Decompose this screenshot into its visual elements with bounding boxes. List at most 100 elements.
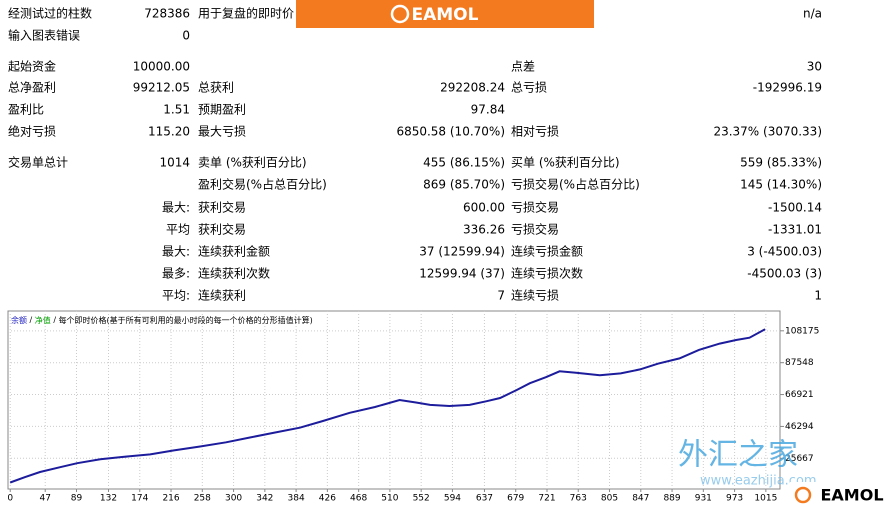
report-cell: -4500.03 (3) xyxy=(747,267,822,281)
report-cell: 输入图表错误 xyxy=(8,28,80,43)
report-cell: 获利交易 xyxy=(198,200,246,215)
report-cell: n/a xyxy=(803,7,822,21)
x-tick-label: 510 xyxy=(381,494,398,504)
report-cell: 99212.05 xyxy=(133,81,190,95)
x-tick-label: 0 xyxy=(7,494,13,504)
x-tick-label: 426 xyxy=(319,494,336,504)
report-cell: 总亏损 xyxy=(511,81,547,95)
watermark-site-name: 外汇之家 xyxy=(678,438,798,473)
y-tick-label: 87548 xyxy=(785,358,814,368)
x-tick-label: 132 xyxy=(100,494,117,504)
report-cell: 97.84 xyxy=(471,103,505,117)
chart-frame xyxy=(7,310,781,490)
report-cell: 559 (85.33%) xyxy=(740,156,822,170)
report-cell: 23.37% (3070.33) xyxy=(713,125,822,139)
report-cell: 12599.94 (37) xyxy=(419,267,505,281)
balance-line xyxy=(9,328,766,484)
legend-item: 余额 xyxy=(11,315,27,325)
x-tick-label: 805 xyxy=(601,494,618,504)
report-cell: 总获利 xyxy=(198,81,234,95)
brand-logo xyxy=(390,4,410,24)
brand-logo xyxy=(794,486,812,504)
x-tick-label: 594 xyxy=(444,494,461,504)
y-tick-label: 66921 xyxy=(785,390,814,400)
y-tick-label: 25667 xyxy=(785,454,814,464)
legend-item: 净值 xyxy=(35,315,51,325)
report-cell: 336.26 xyxy=(463,223,505,237)
x-tick-label: 89 xyxy=(71,494,83,504)
report-cell: 连续获利次数 xyxy=(198,266,270,281)
report-cell: 1.51 xyxy=(163,103,190,117)
report-cell: 盈利交易(%占总百分比) xyxy=(198,177,327,192)
report-cell: -192996.19 xyxy=(753,81,822,95)
report-cell: 6850.58 (10.70%) xyxy=(396,125,505,139)
report-cell: -1500.14 xyxy=(768,201,822,215)
report-cell: 最大: xyxy=(162,201,190,215)
report-cell: 3 (-4500.03) xyxy=(747,245,822,259)
x-tick-label: 468 xyxy=(350,494,367,504)
brand-banner xyxy=(296,0,594,28)
x-tick-label: 384 xyxy=(288,494,305,504)
report-cell: 869 (85.70%) xyxy=(423,178,505,192)
report-cell: 最多: xyxy=(162,267,190,281)
report-cell: 连续亏损次数 xyxy=(511,266,583,281)
x-tick-label: 174 xyxy=(131,494,148,504)
x-tick-label: 763 xyxy=(570,494,587,504)
brand-name: EAMOL xyxy=(412,5,479,25)
report-cell: 最大: xyxy=(162,245,190,259)
brand-name: EAMOL xyxy=(820,486,883,505)
report-cell: 37 (12599.94) xyxy=(419,245,505,259)
report-cell: -1331.01 xyxy=(768,223,822,237)
x-tick-label: 931 xyxy=(695,494,712,504)
report-cell: 点差 xyxy=(511,60,535,74)
x-tick-label: 216 xyxy=(162,494,179,504)
brand-badge xyxy=(790,482,891,508)
report-cell: 455 (86.15%) xyxy=(423,156,505,170)
report-cell: 盈利比 xyxy=(8,103,44,117)
report-cell: 7 xyxy=(497,289,505,303)
report-cell: 获利交易 xyxy=(198,222,246,237)
report-cell: 用于复盘的即时价 xyxy=(198,6,294,21)
report-cell: 连续获利 xyxy=(198,288,246,303)
report-cell: 145 (14.30%) xyxy=(740,178,822,192)
x-tick-label: 552 xyxy=(413,494,430,504)
x-tick-label: 300 xyxy=(225,494,242,504)
report-cell: 728386 xyxy=(144,7,190,21)
x-tick-label: 1015 xyxy=(754,494,777,504)
report-cell: 292208.24 xyxy=(440,81,505,95)
report-cell: 30 xyxy=(807,60,822,74)
report-cell: 10000.00 xyxy=(133,60,190,74)
x-tick-label: 973 xyxy=(726,494,743,504)
y-tick-label: 46294 xyxy=(785,422,814,432)
x-tick-label: 847 xyxy=(632,494,649,504)
report-cell: 经测试过的柱数 xyxy=(8,6,92,21)
watermark-site-url: www.eazhijia.com xyxy=(700,474,817,489)
report-cell: 0 xyxy=(182,29,190,43)
report-cell: 卖单 (%获利百分比) xyxy=(198,156,307,170)
report-cell: 600.00 xyxy=(463,201,505,215)
x-tick-label: 721 xyxy=(538,494,555,504)
report-cell: 连续获利金额 xyxy=(198,244,270,259)
y-tick-label: 108175 xyxy=(785,326,819,336)
report-cell: 相对亏损 xyxy=(511,125,559,139)
report-cell: 115.20 xyxy=(148,125,190,139)
report-cell: 亏损交易(%占总百分比) xyxy=(511,177,640,192)
report-cell: 亏损交易 xyxy=(511,200,559,215)
report-cell: 平均 xyxy=(166,223,190,237)
x-tick-label: 889 xyxy=(663,494,680,504)
report-cell: 连续亏损 xyxy=(511,288,559,303)
x-tick-label: 637 xyxy=(476,494,493,504)
report-cell: 起始资金 xyxy=(8,59,56,74)
report-cell: 最大亏损 xyxy=(198,125,246,139)
x-tick-label: 258 xyxy=(194,494,211,504)
report-cell: 买单 (%获利百分比) xyxy=(511,156,620,170)
report-cell: 预期盈利 xyxy=(198,103,246,117)
report-cell: 连续亏损金额 xyxy=(511,244,583,259)
report-cell: 1 xyxy=(814,289,822,303)
report-cell: 总净盈利 xyxy=(8,81,56,95)
report-cell: 亏损交易 xyxy=(511,222,559,237)
x-tick-label: 47 xyxy=(39,494,50,504)
report-cell: 平均: xyxy=(162,289,190,303)
report-cell: 交易单总计 xyxy=(8,155,68,170)
